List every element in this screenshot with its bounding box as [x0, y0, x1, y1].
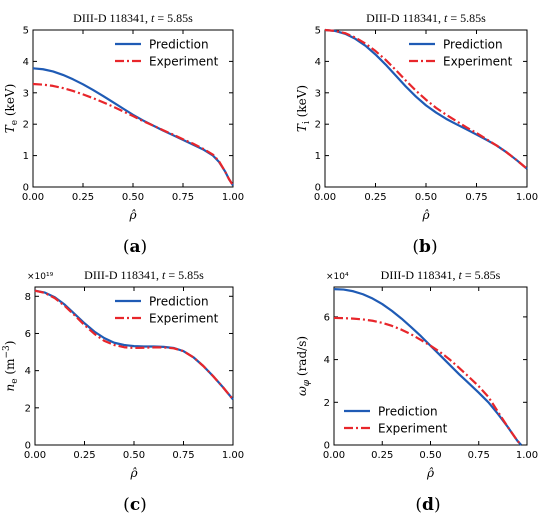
x-tick-label: 0.50	[123, 450, 145, 461]
chart-title: DIII-D 118341, t = 5.85s	[73, 11, 193, 25]
y-tick-label: 2	[315, 120, 321, 131]
series-line-experiment	[32, 82, 234, 187]
legend-label: Prediction	[378, 405, 438, 419]
y-tick-label: 0	[25, 441, 31, 452]
x-tick-label: 0.00	[314, 192, 336, 203]
y-tick-label: 2	[324, 398, 330, 409]
x-tick-label: 0.25	[73, 450, 95, 461]
y-tick-label: 8	[25, 292, 31, 303]
y-tick-label: 2	[23, 120, 29, 131]
axis-multiplier: ×10¹⁹	[27, 272, 54, 282]
y-axis-label: Te (keV)	[3, 84, 20, 134]
y-axis-label: Ti (keV)	[295, 85, 312, 132]
x-tick-label: 0.75	[468, 450, 490, 461]
chart-panel-b: DIII-D 118341, t = 5.85s 0.00 0.25 0.50 0.75…	[295, 11, 538, 257]
y-tick-label: 0	[23, 183, 29, 194]
x-tick-label: 0.75	[172, 192, 194, 203]
x-tick-label: 0.50	[419, 450, 441, 461]
x-tick-label: 0.00	[22, 192, 44, 203]
x-tick-label: 0.75	[172, 450, 194, 461]
y-tick-label: 3	[315, 88, 321, 99]
series-line-experiment	[34, 289, 234, 401]
series-line-experiment	[324, 28, 528, 170]
legend-label: Experiment	[443, 55, 513, 69]
y-tick-label: 5	[23, 26, 29, 37]
legend-label: Experiment	[149, 55, 219, 69]
chart-panel-d: DIII-D 118341, t = 5.85s ×10⁴ 0.00 0.25 0.50…	[295, 268, 538, 515]
y-axis-label: ωφ (rad/s)	[295, 336, 312, 396]
legend-label: Prediction	[149, 295, 209, 309]
x-tick-label: 0.25	[72, 192, 94, 203]
y-tick-label: 6	[25, 329, 31, 340]
x-tick-label: 0.75	[465, 192, 487, 203]
y-tick-label: 6	[324, 312, 330, 323]
x-tick-label: 1.00	[222, 192, 244, 203]
series-line-experiment	[333, 316, 523, 446]
x-tick-label: 0.00	[24, 450, 46, 461]
legend-label: Prediction	[443, 38, 503, 52]
x-tick-label: 1.00	[516, 450, 538, 461]
panel-label: (d)	[415, 495, 440, 515]
x-axis-label: ρ̂	[128, 208, 136, 222]
chart-title: DIII-D 118341, t = 5.85s	[381, 268, 501, 282]
y-tick-label: 0	[324, 441, 330, 452]
chart-panel-a: DIII-D 118341, t = 5.85s 0.00 0.25 0.50 0.75…	[3, 11, 244, 257]
axis-multiplier: ×10⁴	[326, 272, 349, 282]
x-tick-label: 1.00	[516, 192, 538, 203]
y-tick-label: 1	[315, 151, 321, 162]
y-tick-label: 1	[23, 151, 29, 162]
panel-label: (b)	[412, 237, 437, 257]
x-tick-label: 0.00	[323, 450, 345, 461]
x-axis-label: ρ̂	[426, 466, 434, 480]
panel-label: (c)	[123, 495, 147, 515]
chart-title: DIII-D 118341, t = 5.85s	[84, 268, 204, 282]
panel-label: (a)	[123, 237, 147, 257]
legend-label: Prediction	[149, 38, 209, 52]
y-axis-label: ne (m−3)	[2, 341, 20, 392]
y-tick-label: 4	[25, 366, 31, 377]
y-tick-label: 4	[23, 57, 29, 68]
chart-title: DIII-D 118341, t = 5.85s	[366, 11, 486, 25]
y-tick-label: 4	[315, 57, 321, 68]
legend-label: Experiment	[149, 312, 219, 326]
y-tick-label: 4	[324, 355, 330, 366]
x-tick-label: 0.50	[122, 192, 144, 203]
chart-panel-c: DIII-D 118341, t = 5.85s ×10¹⁹ 0.00 0.25 0.5…	[2, 268, 244, 515]
series-line-prediction	[32, 67, 234, 187]
x-tick-label: 0.25	[371, 450, 393, 461]
y-tick-label: 0	[315, 183, 321, 194]
x-tick-label: 1.00	[222, 450, 244, 461]
legend-label: Experiment	[378, 422, 448, 436]
y-tick-label: 3	[23, 88, 29, 99]
y-tick-label: 2	[25, 403, 31, 414]
x-tick-label: 0.25	[364, 192, 386, 203]
y-tick-label: 5	[315, 26, 321, 37]
x-tick-label: 0.50	[415, 192, 437, 203]
x-axis-label: ρ̂	[129, 466, 137, 480]
x-axis-label: ρ̂	[421, 208, 429, 222]
